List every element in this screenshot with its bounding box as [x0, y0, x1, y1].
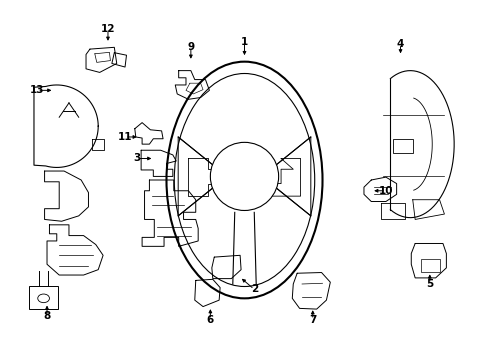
Bar [29, 286, 58, 309]
Text: 8: 8 [43, 311, 51, 321]
Text: 4: 4 [396, 39, 404, 49]
Ellipse shape [210, 142, 278, 211]
Bar [392, 139, 412, 153]
Text: 9: 9 [187, 42, 194, 52]
Text: 3: 3 [133, 153, 141, 163]
Text: 10: 10 [378, 186, 392, 196]
Text: 13: 13 [30, 85, 44, 95]
Text: 11: 11 [118, 132, 132, 142]
Text: 12: 12 [101, 24, 115, 35]
Text: 1: 1 [241, 37, 247, 47]
Text: 6: 6 [206, 315, 214, 325]
Text: 5: 5 [426, 279, 432, 289]
Bar [420, 258, 439, 272]
Text: 7: 7 [308, 315, 316, 325]
Text: 2: 2 [250, 284, 257, 294]
